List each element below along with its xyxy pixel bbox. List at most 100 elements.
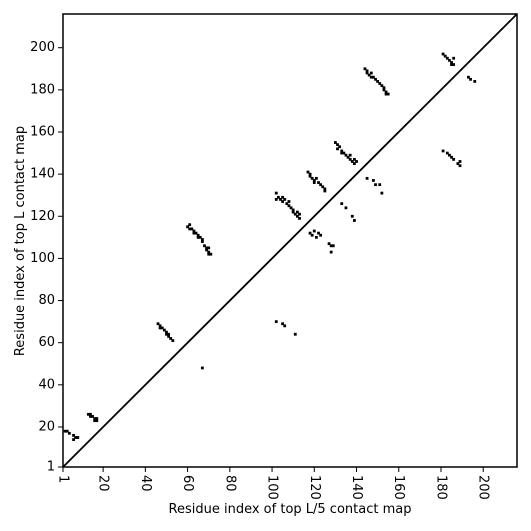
contact-point	[167, 332, 170, 336]
contact-point	[441, 149, 445, 153]
contact-point	[205, 248, 208, 252]
contact-point	[382, 86, 386, 90]
contact-point	[89, 415, 92, 418]
contact-point	[445, 56, 449, 60]
contact-point	[192, 231, 196, 235]
contact-point	[207, 246, 211, 250]
contact-point	[450, 155, 453, 159]
contact-point	[338, 145, 342, 149]
contact-point	[353, 157, 356, 161]
y-tick-label: 200	[30, 40, 55, 55]
contact-point	[169, 337, 173, 340]
contact-point	[350, 214, 354, 218]
contact-point	[380, 191, 384, 195]
contact-point	[317, 181, 320, 184]
contact-point	[93, 417, 97, 420]
contact-point	[291, 210, 295, 214]
contact-point	[348, 157, 352, 161]
contact-point	[293, 212, 297, 216]
contact-point	[312, 179, 316, 182]
contact-point	[298, 212, 301, 216]
contact-point	[285, 202, 289, 206]
contact-point	[312, 229, 316, 233]
contact-point	[281, 322, 285, 326]
contact-point	[63, 429, 67, 433]
contact-point	[452, 56, 456, 60]
contact-point	[365, 69, 369, 73]
contact-point	[336, 147, 339, 151]
contact-point	[86, 412, 90, 416]
contact-point	[65, 429, 69, 433]
contact-point	[329, 244, 333, 248]
contact-point	[323, 189, 327, 193]
contact-point	[312, 181, 316, 184]
contact-point	[340, 151, 344, 155]
contact-point	[188, 227, 192, 231]
contact-point	[319, 233, 323, 237]
contact-point	[365, 71, 369, 75]
contact-point	[443, 54, 447, 58]
contact-point	[194, 231, 198, 235]
contact-point	[473, 80, 477, 83]
contact-point	[378, 82, 382, 85]
contact-point	[314, 235, 318, 239]
contact-point	[469, 77, 472, 81]
contact-point	[331, 244, 335, 248]
y-tick-label: 1	[47, 460, 55, 475]
x-tick-label: 80	[222, 475, 237, 492]
y-tick-label: 180	[30, 82, 55, 97]
contact-point	[67, 431, 71, 435]
contact-point	[207, 252, 211, 256]
contact-point	[319, 183, 323, 187]
x-axis-label: Residue index of top L/5 contact map	[169, 502, 412, 517]
contact-point	[287, 200, 291, 203]
contact-point	[441, 52, 445, 56]
contact-point	[321, 185, 325, 189]
contact-point	[196, 235, 200, 239]
contact-point	[306, 170, 310, 174]
x-tick-label: 140	[349, 475, 364, 500]
contact-point	[342, 151, 346, 155]
contact-point	[158, 326, 162, 330]
contact-point	[344, 153, 348, 157]
contact-point	[196, 233, 200, 237]
contact-point	[295, 214, 299, 218]
contact-point	[458, 164, 462, 168]
y-tick-label: 20	[38, 419, 55, 434]
y-axis-label: Residue index of top L contact map	[13, 126, 28, 356]
contact-point	[458, 160, 462, 163]
contact-point	[314, 176, 318, 180]
contact-point	[198, 235, 202, 239]
contact-point	[289, 206, 293, 210]
contact-point	[72, 433, 75, 437]
contact-point	[467, 75, 470, 79]
contact-point	[353, 219, 356, 222]
contact-point	[310, 176, 314, 180]
contact-point	[323, 187, 327, 191]
contact-point	[350, 160, 354, 163]
contact-point	[93, 419, 97, 423]
contact-point	[382, 88, 386, 92]
y-tick-label: 160	[30, 124, 55, 139]
contact-point	[89, 412, 92, 416]
contact-point	[209, 252, 213, 256]
contact-point	[165, 330, 168, 334]
contact-point	[450, 61, 453, 64]
contact-point	[76, 436, 80, 439]
contact-point	[384, 92, 388, 96]
contact-point	[452, 157, 456, 161]
contact-point	[374, 183, 377, 187]
contact-point	[329, 250, 333, 254]
contact-point	[386, 92, 390, 96]
contact-point	[340, 149, 344, 153]
contact-point	[192, 229, 196, 233]
contact-point	[203, 244, 206, 248]
contact-point	[317, 231, 320, 235]
contact-point	[327, 242, 331, 246]
contact-point	[372, 179, 375, 182]
contact-point	[279, 198, 282, 201]
contact-point	[448, 58, 451, 62]
contact-point	[188, 223, 192, 227]
diagonal-line	[62, 13, 518, 468]
